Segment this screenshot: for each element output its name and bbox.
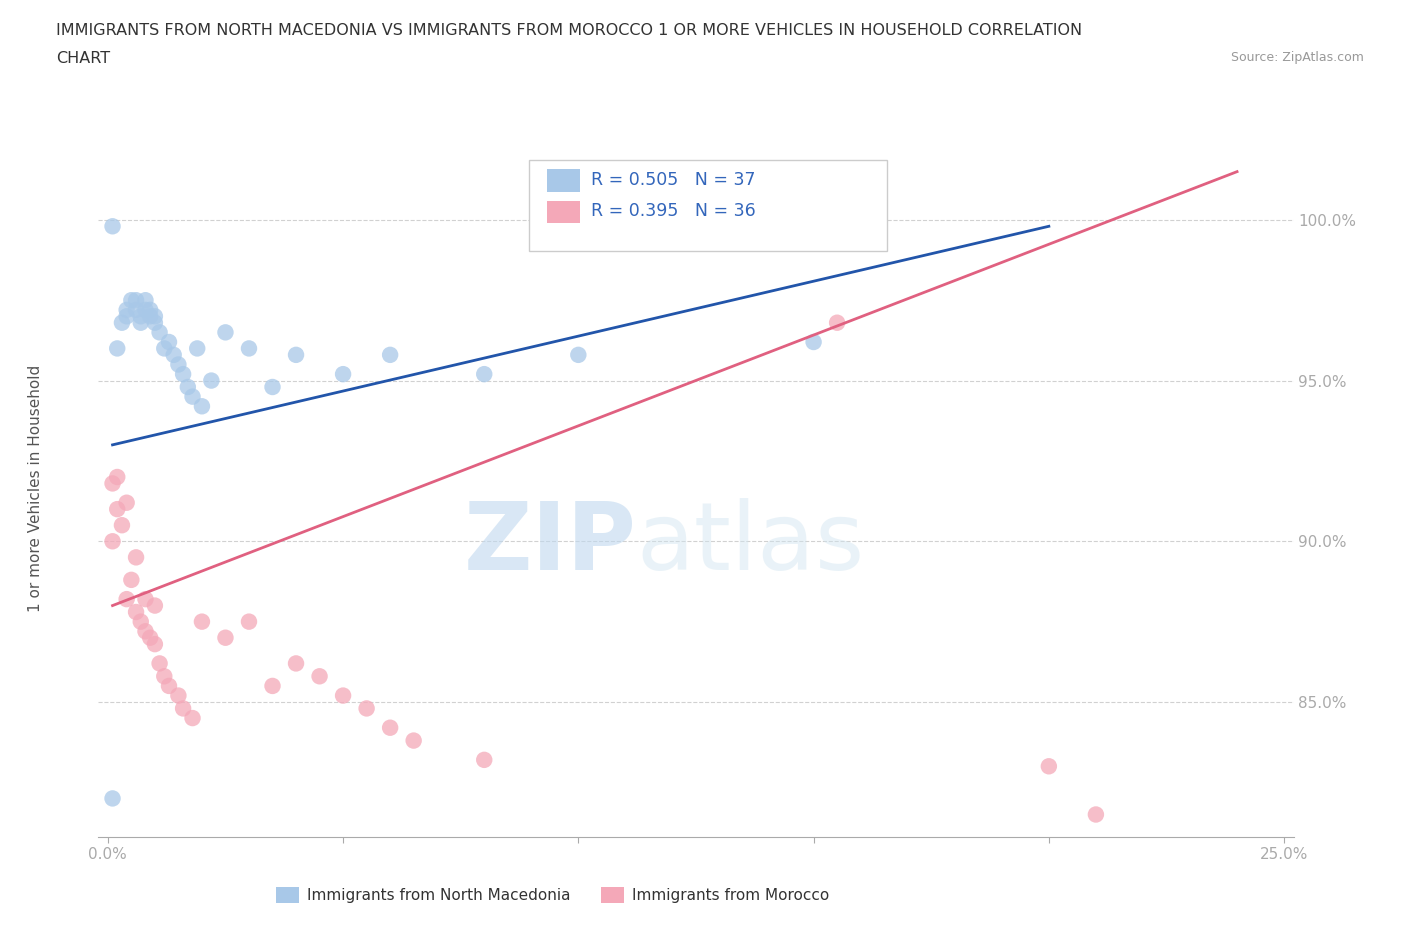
Point [200, 373, 222, 388]
Point [285, 656, 308, 671]
Point [101, 219, 124, 233]
Point [1038, 759, 1060, 774]
Point [803, 335, 825, 350]
Point [172, 701, 194, 716]
Point [115, 302, 138, 317]
Point [111, 315, 134, 330]
Point [139, 302, 162, 317]
Point [153, 669, 176, 684]
Text: 1 or more Vehicles in Household: 1 or more Vehicles in Household [28, 365, 42, 612]
Point [167, 688, 190, 703]
Point [143, 315, 166, 330]
Point [1084, 807, 1107, 822]
Point [129, 309, 152, 324]
Point [181, 389, 204, 404]
Point [120, 573, 142, 588]
Legend: Immigrants from North Macedonia, Immigrants from Morocco: Immigrants from North Macedonia, Immigra… [270, 882, 835, 910]
Point [134, 302, 156, 317]
Point [191, 614, 214, 629]
Point [172, 366, 194, 381]
Point [262, 679, 284, 694]
Point [101, 476, 124, 491]
Point [157, 335, 180, 350]
Point [214, 631, 236, 645]
Point [214, 325, 236, 339]
Text: R = 0.395   N = 36: R = 0.395 N = 36 [591, 203, 755, 220]
Point [129, 614, 152, 629]
Text: Source: ZipAtlas.com: Source: ZipAtlas.com [1230, 51, 1364, 64]
Point [101, 791, 124, 806]
FancyBboxPatch shape [547, 201, 581, 223]
Point [332, 366, 354, 381]
Text: CHART: CHART [56, 51, 110, 66]
Point [115, 309, 138, 324]
Point [378, 720, 401, 735]
Point [825, 315, 848, 330]
Point [143, 309, 166, 324]
Text: R = 0.505   N = 37: R = 0.505 N = 37 [591, 171, 755, 189]
Point [125, 550, 148, 565]
Point [191, 399, 214, 414]
Point [472, 752, 495, 767]
FancyBboxPatch shape [529, 161, 887, 251]
Point [105, 470, 128, 485]
Point [125, 302, 148, 317]
Point [186, 341, 208, 356]
Point [139, 309, 162, 324]
Point [125, 604, 148, 619]
Point [238, 341, 260, 356]
Point [332, 688, 354, 703]
Point [238, 614, 260, 629]
Text: atlas: atlas [636, 498, 865, 590]
Point [181, 711, 204, 725]
Point [262, 379, 284, 394]
Point [115, 591, 138, 606]
Point [143, 598, 166, 613]
FancyBboxPatch shape [547, 169, 581, 192]
Point [134, 591, 156, 606]
Point [402, 733, 425, 748]
Point [115, 496, 138, 511]
Point [120, 293, 142, 308]
Point [105, 341, 128, 356]
Point [134, 293, 156, 308]
Point [149, 325, 172, 339]
Point [378, 348, 401, 363]
Point [125, 293, 148, 308]
Point [285, 348, 308, 363]
Point [163, 348, 186, 363]
Point [139, 631, 162, 645]
Point [177, 379, 200, 394]
Point [129, 315, 152, 330]
Point [308, 669, 330, 684]
Point [356, 701, 378, 716]
Point [101, 534, 124, 549]
Text: ZIP: ZIP [464, 498, 636, 590]
Point [111, 518, 134, 533]
Text: IMMIGRANTS FROM NORTH MACEDONIA VS IMMIGRANTS FROM MOROCCO 1 OR MORE VEHICLES IN: IMMIGRANTS FROM NORTH MACEDONIA VS IMMIG… [56, 23, 1083, 38]
Point [153, 341, 176, 356]
Point [167, 357, 190, 372]
Point [105, 501, 128, 516]
Point [134, 624, 156, 639]
Point [472, 366, 495, 381]
Point [149, 656, 172, 671]
Point [157, 679, 180, 694]
Point [567, 348, 589, 363]
Point [143, 637, 166, 652]
